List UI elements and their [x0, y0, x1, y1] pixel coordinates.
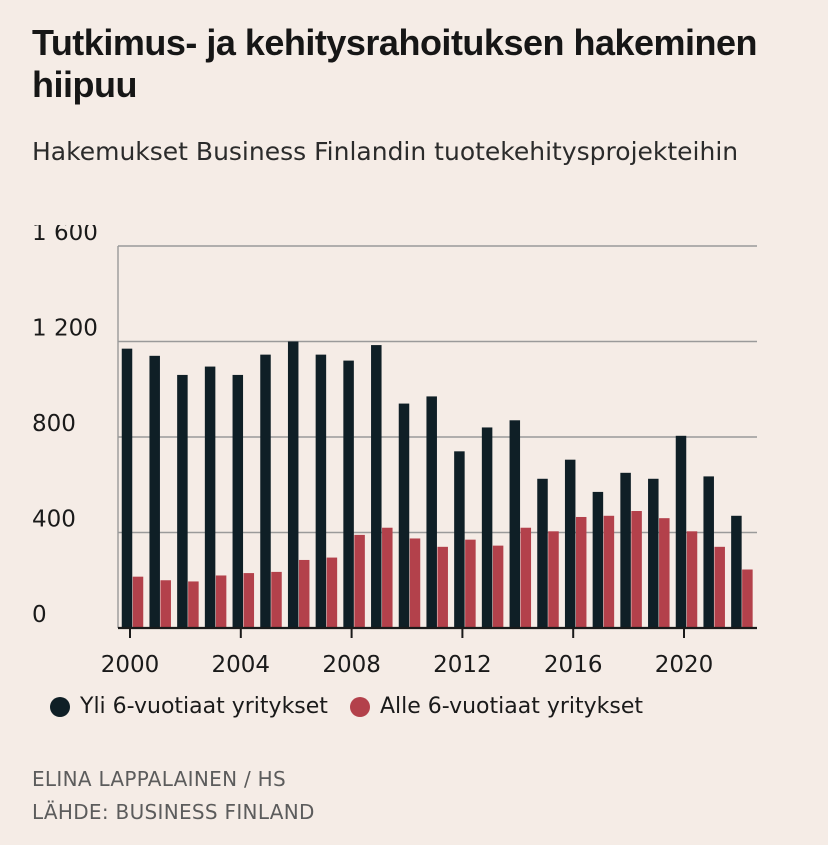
y-tick-label: 1 200	[32, 316, 98, 342]
bar-series1	[371, 345, 382, 628]
y-tick-label: 800	[32, 411, 76, 437]
bar-series1	[481, 427, 493, 628]
x-tick-label: 2000	[101, 652, 160, 678]
x-tick-label: 2020	[655, 652, 714, 678]
bar-series2	[215, 575, 227, 628]
bar-series2	[548, 531, 559, 628]
bar-series2	[437, 546, 448, 628]
legend-item-series2: Alle 6-vuotiaat yritykset	[349, 694, 644, 719]
bar-series2	[409, 538, 421, 628]
bar-series2	[520, 527, 532, 628]
bar-series1	[121, 348, 133, 628]
bar-series1	[509, 420, 521, 628]
axes: 0 400 800 1 200 1 600 2000 2004 2008 2012 2016 202…	[32, 225, 757, 678]
bar-series2	[298, 559, 310, 628]
x-tick-label: 2004	[212, 652, 271, 678]
y-tick-label: 0	[32, 602, 47, 628]
bar-series1	[177, 374, 188, 628]
bar-series1	[592, 491, 604, 628]
bar-series1	[454, 451, 465, 628]
legend-item-series1: Yli 6-vuotiaat yritykset	[50, 694, 328, 719]
source-credit: LÄHDE: BUSINESS FINLAND	[32, 800, 315, 824]
bar-series2	[132, 576, 144, 628]
legend-dot-red-icon	[349, 696, 370, 717]
bar-chart: 0 400 800 1 200 1 600 2000 2004 2008 2012 2016 202…	[32, 225, 757, 678]
bar-series1	[537, 478, 548, 628]
bar-series2	[659, 518, 670, 628]
chart-subtitle: Hakemukset Business Finlandin tuotekehit…	[32, 137, 739, 166]
legend: Yli 6-vuotiaat yritykset Alle 6-vuotiaat…	[50, 694, 665, 719]
bar-series1	[731, 515, 742, 628]
legend-dot-dark-icon	[50, 696, 70, 717]
y-tick-label: 1 600	[32, 225, 98, 246]
bar-series1	[287, 341, 299, 628]
x-tick-label: 2008	[322, 652, 381, 678]
bar-series2	[271, 571, 282, 628]
bar-series1	[315, 354, 327, 628]
bar-series1	[204, 366, 216, 628]
bar-series1	[343, 360, 354, 628]
bar-series2	[686, 531, 698, 628]
bar-series2	[742, 569, 753, 628]
bar-series2	[354, 534, 365, 628]
y-tick-label: 400	[32, 507, 76, 533]
bar-series2	[382, 527, 393, 628]
bar-series1	[648, 478, 659, 628]
author-credit: ELINA LAPPALAINEN / HS	[32, 767, 287, 791]
bar-series1	[232, 374, 244, 628]
bar-series1	[426, 396, 437, 628]
legend-label-series2: Alle 6-vuotiaat yritykset	[379, 694, 644, 719]
bar-series2	[188, 581, 199, 628]
bar-series2	[326, 557, 338, 628]
bar-series2	[243, 573, 255, 628]
bar-series2	[575, 516, 587, 628]
bar-series1	[149, 355, 160, 628]
x-tick-label: 2012	[433, 652, 492, 678]
bars	[121, 341, 753, 628]
x-tick-label: 2016	[544, 652, 603, 678]
bar-series2	[492, 545, 504, 628]
bar-series1	[564, 459, 576, 628]
legend-label-series1: Yli 6-vuotiaat yritykset	[80, 694, 328, 719]
bar-series1	[675, 435, 687, 628]
bar-series2	[160, 580, 171, 628]
chart-title: Tutkimus- ja kehitysrahoituksen hakemine…	[32, 22, 758, 105]
bar-series1	[398, 403, 410, 628]
bar-series2	[714, 546, 725, 628]
bar-series1	[260, 354, 271, 628]
bar-series2	[603, 515, 615, 628]
bar-series1	[703, 476, 714, 628]
bar-series2	[465, 539, 476, 628]
credits: ELINA LAPPALAINEN / HS LÄHDE: BUSINESS F…	[32, 763, 315, 829]
bar-series2	[631, 511, 642, 628]
bar-series1	[620, 472, 631, 628]
